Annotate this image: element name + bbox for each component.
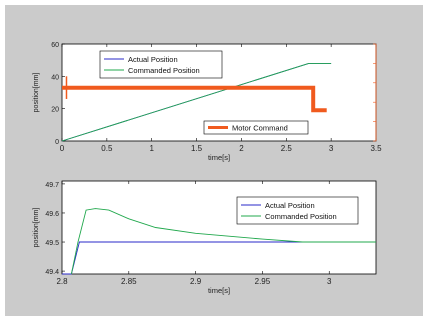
- top-chart-y-axis-label: position[mm]: [33, 73, 40, 113]
- bottom-chart-x-tick-label: 2.8: [56, 277, 68, 286]
- top-chart-x-tick-label: 3: [329, 144, 334, 153]
- bottom-chart-y-tick-label: 49.4: [45, 269, 59, 276]
- top-chart-y-tick-label: 20: [51, 107, 59, 114]
- bottom-chart-x-tick-label: 2.95: [255, 277, 271, 286]
- bottom-chart-x-axis-label: time[s]: [208, 286, 230, 295]
- top-chart-y-tick-label: 40: [51, 74, 59, 81]
- top-chart-y-tick-label: 60: [51, 42, 59, 49]
- top-chart-x-tick-label: 1.5: [191, 144, 203, 153]
- top-chart-legend-label: Commanded Position: [128, 66, 200, 75]
- top-chart-x-tick-label: 2: [239, 144, 244, 153]
- bottom-chart-legend: [236, 196, 359, 225]
- bottom-chart-y-tick-label: 49.5: [45, 240, 59, 247]
- top-chart-x-tick-label: 0: [60, 144, 65, 153]
- bottom-chart-y-tick-label: 49.7: [45, 182, 59, 189]
- top-chart-legend-motor-label: Motor Command: [232, 124, 288, 133]
- bottom-chart-x-tick-label: 2.9: [190, 277, 202, 286]
- top-chart-x-tick-label: 0.5: [101, 144, 113, 153]
- bottom-chart-y-tick-label: 49.6: [45, 211, 59, 218]
- bottom-chart-x-tick-label: 2.85: [121, 277, 137, 286]
- top-chart-x-tick-label: 1: [149, 144, 154, 153]
- bottom-chart-legend-label: Actual Position: [265, 201, 315, 210]
- bottom-chart-y-axis-label: position[mm]: [33, 208, 40, 248]
- bottom-chart-x-tick-label: 3: [327, 277, 332, 286]
- chart-canvas: 0 0.5 1 1.5 2 2.5 3 3.5 0 20 40 60 time[s] position[m…: [33, 42, 382, 295]
- top-chart-x-axis-label: time[s]: [208, 153, 230, 162]
- top-chart-legend-label: Actual Position: [128, 55, 178, 64]
- bottom-chart-series-actual-position: [62, 241, 376, 275]
- top-chart-y-tick-label: 0: [55, 139, 59, 146]
- top-chart-x-tick-label: 2.5: [281, 144, 293, 153]
- bottom-chart-series-commanded-position: [70, 208, 376, 275]
- top-chart-x-tick-label: 3.5: [370, 144, 382, 153]
- top-chart-legend: [99, 50, 223, 79]
- figure: 0 0.5 1 1.5 2 2.5 3 3.5 0 20 40 60 time[s] position[m…: [5, 5, 423, 316]
- top-chart-legend-motor: [203, 120, 309, 135]
- bottom-chart-legend-label: Commanded Position: [265, 212, 337, 221]
- bottom-chart-plot-area: [61, 180, 377, 275]
- top-chart-series-commanded-position: [61, 62, 332, 142]
